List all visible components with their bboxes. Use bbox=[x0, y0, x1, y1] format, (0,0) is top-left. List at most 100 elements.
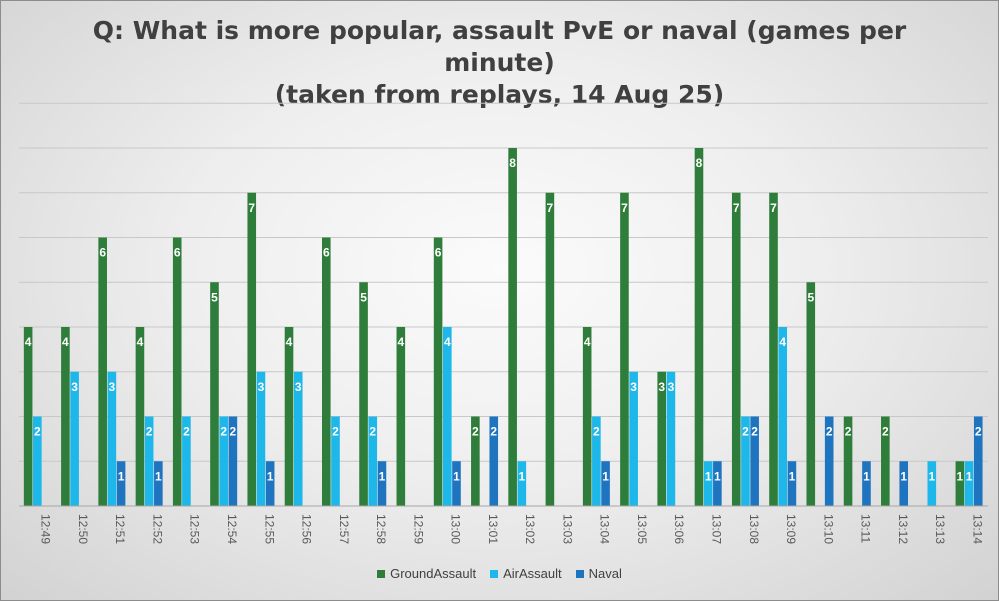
data-label-air: 2 bbox=[220, 425, 227, 439]
data-label-air: 3 bbox=[295, 380, 302, 394]
data-label-naval: 2 bbox=[751, 425, 758, 439]
bar-ground bbox=[471, 416, 480, 506]
data-label-air: 4 bbox=[444, 335, 451, 349]
bar-air bbox=[778, 327, 788, 506]
x-tick-label: 12:49 bbox=[39, 514, 53, 544]
data-label-ground: 4 bbox=[137, 335, 144, 349]
chart-title-line-2: minute) bbox=[444, 48, 555, 77]
bar-air bbox=[629, 371, 638, 506]
data-label-air: 2 bbox=[183, 425, 190, 439]
legend-label-naval: Naval bbox=[588, 566, 622, 581]
data-label-air: 3 bbox=[109, 380, 116, 394]
data-label-air: 2 bbox=[146, 425, 153, 439]
bar-air bbox=[33, 416, 42, 506]
bar-air bbox=[703, 461, 713, 506]
data-label-ground: 2 bbox=[472, 425, 479, 439]
x-tick-label: 13:01 bbox=[486, 514, 500, 544]
x-tick-label: 13:08 bbox=[747, 514, 761, 544]
data-label-ground: 2 bbox=[845, 425, 852, 439]
legend-swatch-air bbox=[490, 569, 499, 578]
x-tick-label: 13:14 bbox=[970, 514, 984, 544]
x-tick-label: 13:13 bbox=[933, 514, 947, 544]
bar-air bbox=[182, 416, 191, 506]
data-label-ground: 7 bbox=[770, 201, 777, 215]
bar-air bbox=[927, 461, 937, 506]
data-label-ground: 2 bbox=[882, 425, 889, 439]
bar-naval bbox=[899, 461, 909, 506]
x-tick-label: 12:56 bbox=[300, 514, 314, 544]
data-label-air: 2 bbox=[742, 425, 749, 439]
x-tick-label: 13:12 bbox=[896, 514, 910, 544]
bar-ground bbox=[284, 327, 294, 506]
legend-swatch-naval bbox=[575, 569, 584, 578]
data-label-naval: 1 bbox=[789, 469, 796, 483]
x-tick-label: 12:55 bbox=[262, 514, 276, 544]
bar-ground bbox=[545, 192, 555, 506]
bar-naval bbox=[750, 416, 759, 506]
bar-ground bbox=[98, 237, 107, 506]
bar-air bbox=[592, 416, 601, 506]
data-label-naval: 1 bbox=[602, 469, 609, 483]
data-label-ground: 7 bbox=[547, 201, 554, 215]
data-label-ground: 7 bbox=[621, 201, 628, 215]
data-label-ground: 4 bbox=[25, 335, 32, 349]
bar-naval bbox=[228, 416, 238, 506]
bar-air bbox=[517, 461, 527, 506]
bar-naval bbox=[601, 461, 610, 506]
bar-ground bbox=[769, 192, 778, 506]
data-label-ground: 5 bbox=[211, 290, 218, 304]
bar-ground bbox=[433, 237, 443, 506]
data-label-ground: 7 bbox=[248, 201, 255, 215]
x-tick-label: 12:53 bbox=[188, 514, 202, 544]
x-tick-label: 13:10 bbox=[821, 514, 835, 544]
x-tick-label: 12:51 bbox=[113, 514, 127, 544]
bar-ground bbox=[843, 416, 853, 506]
bar-ground bbox=[210, 282, 219, 506]
data-label-ground: 5 bbox=[807, 290, 814, 304]
data-label-ground: 4 bbox=[286, 335, 293, 349]
data-label-naval: 2 bbox=[975, 425, 982, 439]
data-label-air: 3 bbox=[71, 380, 78, 394]
data-label-air: 1 bbox=[518, 469, 525, 483]
data-label-ground: 4 bbox=[397, 335, 404, 349]
bar-naval bbox=[116, 461, 126, 506]
x-tick-label: 12:57 bbox=[337, 514, 351, 544]
data-label-naval: 1 bbox=[714, 469, 721, 483]
bar-naval bbox=[824, 416, 834, 506]
x-tick-label: 13:11 bbox=[859, 514, 873, 543]
bar-ground bbox=[23, 327, 33, 506]
bar-naval bbox=[489, 416, 499, 506]
data-label-naval: 2 bbox=[826, 425, 833, 439]
chart-subtitle: (taken from replays, 14 Aug 25) bbox=[274, 80, 725, 109]
data-label-ground: 4 bbox=[584, 335, 591, 349]
bar-naval bbox=[452, 461, 461, 506]
bar-air bbox=[741, 416, 750, 506]
data-label-air: 4 bbox=[779, 335, 786, 349]
bar-ground bbox=[172, 237, 182, 506]
bar-ground bbox=[731, 192, 741, 506]
legend-label-air: AirAssault bbox=[503, 566, 562, 581]
data-label-air: 3 bbox=[630, 380, 637, 394]
data-label-naval: 2 bbox=[230, 425, 237, 439]
bar-air bbox=[666, 371, 676, 506]
data-label-ground: 6 bbox=[174, 246, 181, 260]
data-label-ground: 1 bbox=[957, 469, 964, 483]
bar-naval bbox=[862, 461, 871, 506]
legend-swatch-ground bbox=[377, 569, 386, 578]
bar-ground bbox=[694, 148, 704, 506]
bar-ground bbox=[247, 192, 257, 506]
bar-air bbox=[70, 371, 79, 506]
bar-ground bbox=[396, 327, 406, 506]
bar-air bbox=[964, 461, 974, 506]
bar-ground bbox=[657, 371, 667, 506]
data-label-naval: 1 bbox=[118, 469, 125, 483]
data-label-air: 1 bbox=[928, 469, 935, 483]
x-tick-label: 13:09 bbox=[784, 514, 798, 544]
bar-ground bbox=[135, 327, 145, 506]
x-tick-label: 12:50 bbox=[76, 514, 90, 544]
data-label-naval: 1 bbox=[453, 469, 460, 483]
x-tick-label: 13:03 bbox=[560, 514, 574, 544]
bar-naval bbox=[377, 461, 387, 506]
